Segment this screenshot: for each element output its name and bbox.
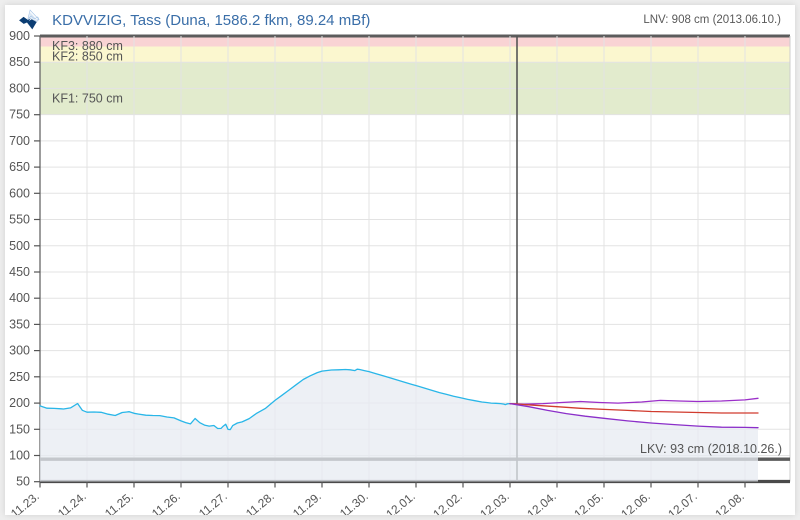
- svg-text:12.05.: 12.05.: [571, 489, 606, 515]
- svg-text:12.04.: 12.04.: [524, 489, 559, 515]
- svg-text:11.24.: 11.24.: [55, 489, 89, 515]
- svg-text:12.01.: 12.01.: [383, 489, 418, 515]
- svg-text:600: 600: [9, 186, 30, 200]
- svg-text:11.26.: 11.26.: [149, 489, 183, 515]
- svg-text:900: 900: [9, 29, 30, 43]
- svg-text:550: 550: [9, 213, 30, 227]
- svg-text:200: 200: [9, 396, 30, 410]
- svg-text:12.08.: 12.08.: [712, 489, 747, 515]
- svg-text:50: 50: [16, 475, 30, 489]
- svg-text:150: 150: [9, 422, 30, 436]
- svg-text:12.07.: 12.07.: [665, 489, 700, 515]
- svg-text:250: 250: [9, 370, 30, 384]
- svg-text:800: 800: [9, 81, 30, 95]
- svg-text:11.28.: 11.28.: [243, 489, 277, 515]
- svg-text:500: 500: [9, 239, 30, 253]
- svg-text:KF1: 750 cm: KF1: 750 cm: [52, 91, 123, 105]
- svg-text:11.27.: 11.27.: [196, 489, 230, 515]
- svg-text:650: 650: [9, 160, 30, 174]
- svg-text:700: 700: [9, 134, 30, 148]
- svg-text:300: 300: [9, 344, 30, 358]
- svg-text:100: 100: [9, 449, 30, 463]
- svg-text:12.06.: 12.06.: [618, 489, 653, 515]
- svg-text:11.29.: 11.29.: [290, 489, 324, 515]
- svg-text:750: 750: [9, 108, 30, 122]
- svg-text:350: 350: [9, 317, 30, 331]
- svg-text:450: 450: [9, 265, 30, 279]
- svg-text:11.25.: 11.25.: [102, 489, 136, 515]
- svg-text:400: 400: [9, 291, 30, 305]
- svg-text:12.03.: 12.03.: [477, 489, 512, 515]
- svg-text:11.30.: 11.30.: [337, 489, 371, 515]
- svg-text:KF2: 850 cm: KF2: 850 cm: [52, 50, 123, 64]
- svg-text:850: 850: [9, 55, 30, 69]
- svg-text:11.23.: 11.23.: [8, 489, 42, 515]
- svg-text:LKV: 93 cm (2018.10.26.): LKV: 93 cm (2018.10.26.): [640, 442, 782, 456]
- svg-text:12.02.: 12.02.: [430, 489, 465, 515]
